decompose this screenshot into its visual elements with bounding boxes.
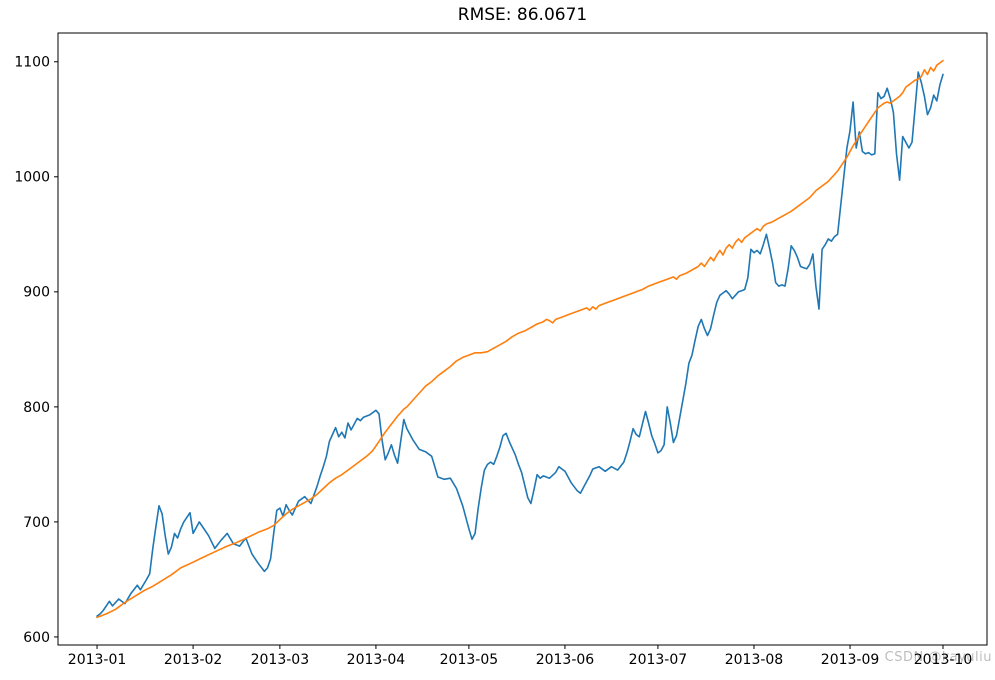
x-tick-label: 2013-07 xyxy=(629,652,688,668)
x-tick-label: 2013-06 xyxy=(536,652,595,668)
x-tick-label: 2013-10 xyxy=(914,652,973,668)
x-tick-label: 2013-08 xyxy=(725,652,784,668)
x-tick-label: 2013-01 xyxy=(68,652,127,668)
series-line-blue-observed xyxy=(96,71,944,618)
y-tick-label: 1000 xyxy=(14,170,50,186)
y-tick-label: 800 xyxy=(23,400,50,416)
y-tick-label: 1100 xyxy=(14,55,50,71)
series-line-orange-fitted xyxy=(96,59,944,619)
x-tick-label: 2013-04 xyxy=(347,652,406,668)
axes-frame xyxy=(57,32,988,646)
x-tick-label: 2013-03 xyxy=(251,652,310,668)
x-tick-label: 2013-02 xyxy=(164,652,223,668)
watermark: CSDN @kayuliu xyxy=(884,650,992,665)
y-tick-label: 600 xyxy=(23,630,50,646)
y-tick-label: 900 xyxy=(23,285,50,301)
y-tick-label: 700 xyxy=(23,515,50,531)
x-tick-label: 2013-09 xyxy=(821,652,880,668)
chart-title: RMSE: 86.0671 xyxy=(457,5,588,25)
x-tick-label: 2013-05 xyxy=(440,652,499,668)
